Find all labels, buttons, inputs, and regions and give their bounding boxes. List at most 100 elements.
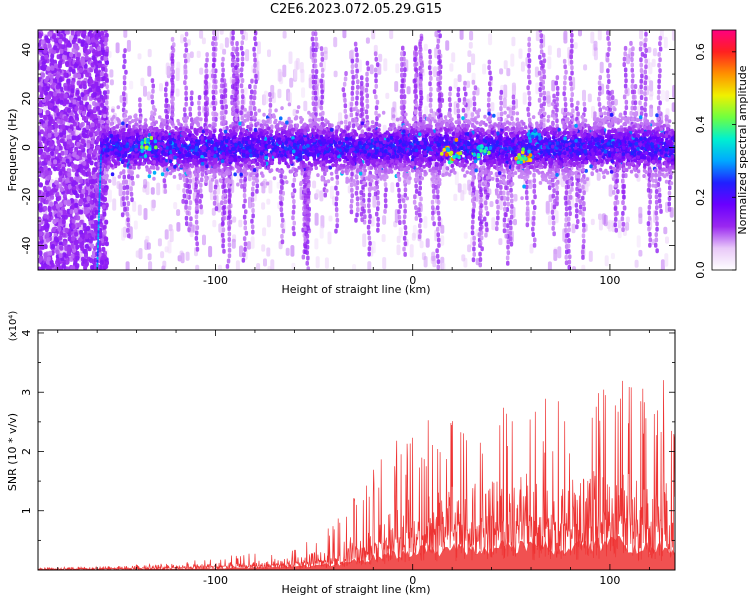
heatmap-point (552, 204, 557, 210)
heatmap-point (631, 46, 635, 52)
heatmap-point (184, 215, 189, 221)
heatmap-point (582, 101, 587, 107)
heatmap-point (270, 84, 275, 99)
heatmap-point (608, 219, 612, 232)
heatmap-point (528, 79, 532, 85)
heatmap-point (570, 32, 574, 38)
heatmap-point (644, 96, 648, 102)
heatmap-point (539, 38, 544, 44)
heatmap-point (51, 244, 55, 249)
heatmap-point (129, 186, 133, 192)
heatmap-point (227, 210, 232, 216)
heatmap-point (72, 189, 77, 195)
heatmap-point (623, 45, 628, 51)
heatmap-point (365, 77, 369, 82)
heatmap-point (231, 89, 235, 95)
heatmap-point (397, 193, 401, 199)
heatmap-point (38, 102, 43, 108)
heatmap-point (219, 115, 224, 121)
heatmap-point (633, 100, 638, 106)
heatmap-point (428, 59, 432, 65)
heatmap-point (485, 227, 489, 233)
heatmap-point (143, 85, 147, 97)
heatmap-point (351, 80, 355, 86)
heatmap-point (508, 230, 513, 236)
heatmap-point (630, 51, 635, 57)
heatmap-point (563, 30, 568, 44)
heatmap-point (429, 86, 433, 92)
heatmap-point (472, 90, 476, 96)
heatmap-point (577, 193, 581, 199)
heatmap-point (164, 92, 168, 98)
heatmap-point (127, 168, 131, 174)
heatmap-point (622, 194, 626, 200)
heatmap-point (39, 256, 44, 262)
heatmap-point (234, 96, 238, 102)
heatmap-point (126, 217, 130, 223)
heatmap-point (598, 75, 602, 80)
heatmap-point (43, 252, 48, 258)
heatmap-point (655, 248, 659, 254)
heatmap-point (483, 189, 488, 195)
heatmap-point (57, 152, 62, 158)
heatmap-point (431, 215, 435, 221)
heatmap-point (566, 184, 571, 190)
heatmap-point (220, 104, 224, 110)
heatmap-point (437, 114, 441, 120)
heatmap-point (65, 266, 70, 270)
heatmap-point (495, 177, 499, 183)
heatmap-point (43, 90, 48, 96)
heatmap-point (343, 119, 348, 125)
heatmap-point (527, 101, 532, 107)
heatmap-point (68, 102, 73, 108)
heatmap-point (582, 222, 586, 228)
heatmap-point (533, 194, 537, 200)
heatmap-point (527, 90, 531, 96)
heatmap-point (654, 237, 659, 243)
heatmap-point (199, 204, 203, 210)
heatmap-point (436, 226, 440, 232)
heatmap-point (266, 198, 271, 205)
heatmap-point (356, 79, 360, 85)
heatmap-point (250, 197, 255, 203)
heatmap-point (47, 207, 52, 213)
heatmap-point (490, 102, 495, 112)
heatmap-point (671, 30, 675, 41)
heatmap-point (156, 182, 161, 196)
heatmap-point (583, 179, 587, 185)
heatmap-point (55, 84, 60, 90)
heatmap-point (365, 103, 370, 109)
heatmap-point (400, 51, 404, 57)
heatmap-point (104, 219, 109, 225)
heatmap-point (649, 80, 654, 92)
heatmap-point (71, 135, 76, 141)
heatmap-point (581, 244, 586, 250)
heatmap-point (418, 212, 422, 218)
heatmap-point (541, 79, 545, 85)
heatmap-point (183, 53, 187, 59)
heatmap-point (69, 209, 74, 215)
heatmap-point (349, 209, 354, 215)
heatmap-point (648, 242, 652, 248)
heatmap-point (211, 121, 216, 127)
heatmap-point (461, 107, 466, 113)
heatmap-point (305, 250, 309, 256)
heatmap-point (59, 93, 64, 99)
heatmap-point (564, 206, 569, 212)
heatmap-point (58, 253, 63, 259)
heatmap-point (335, 217, 340, 223)
heatmap-point (414, 210, 419, 216)
heatmap-point (320, 56, 325, 62)
heatmap-point (159, 83, 163, 92)
heatmap-point (350, 85, 355, 91)
heatmap-point (643, 101, 648, 107)
heatmap-point (596, 172, 601, 181)
heatmap-point (350, 64, 355, 69)
heatmap-point (667, 190, 672, 196)
heatmap-point (480, 224, 484, 230)
heatmap-point (171, 107, 175, 112)
heatmap-point (498, 95, 503, 101)
heatmap-point (67, 172, 72, 178)
heatmap-point (73, 63, 78, 69)
heatmap-point (581, 184, 585, 190)
